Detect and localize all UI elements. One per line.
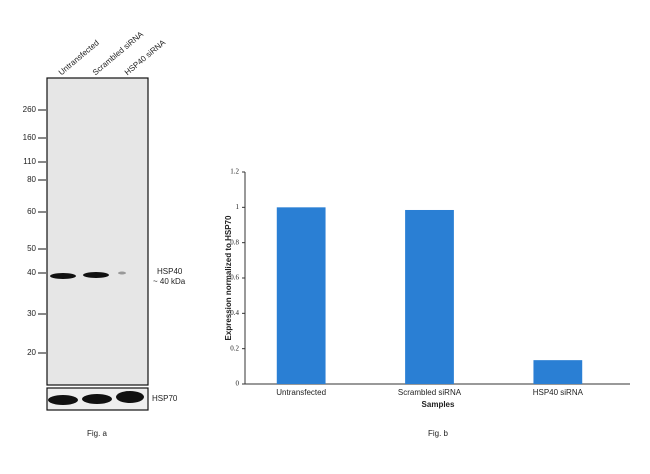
marker-label: 60 [27, 207, 36, 216]
bar [276, 207, 326, 384]
marker-label: 30 [27, 309, 36, 318]
marker-label: 40 [27, 268, 36, 277]
marker-label: 80 [27, 175, 36, 184]
loading-band [48, 395, 78, 405]
x-tick-label: Untransfected [276, 388, 326, 397]
band [50, 273, 76, 279]
blot-panel [46, 77, 149, 386]
band-size: ~ 40 kDa [153, 277, 186, 286]
bar [533, 360, 583, 384]
marker-label: 110 [23, 157, 36, 166]
caption: Fig. b [428, 429, 449, 438]
marker-label: 50 [27, 244, 36, 253]
y-tick-label: 0.4 [230, 309, 239, 317]
loading-band [82, 394, 112, 404]
y-tick-label: 0.2 [230, 344, 239, 352]
y-tick-label: 1.2 [230, 168, 239, 176]
band-label: HSP40 [157, 267, 183, 276]
y-tick-label: 1 [236, 203, 240, 211]
y-tick-label: 0.8 [230, 238, 239, 246]
lane-label: Scrambled siRNA [91, 29, 146, 77]
x-tick-label: HSP40 siRNA [533, 388, 584, 397]
loading-label: HSP70 [152, 394, 178, 403]
marker-label: 20 [27, 348, 36, 357]
band [83, 272, 109, 278]
marker-label: 260 [23, 105, 37, 114]
y-tick-label: 0 [236, 380, 240, 388]
x-axis-title: Samples [422, 400, 455, 409]
marker-label: 160 [23, 133, 37, 142]
loading-band [116, 391, 144, 403]
y-tick-label: 0.6 [230, 274, 239, 282]
band [118, 271, 126, 275]
caption: Fig. a [87, 429, 108, 438]
x-tick-label: Scrambled siRNA [398, 388, 462, 397]
y-axis-title: Expression normalized to HSP70 [224, 215, 233, 340]
bar [405, 209, 454, 384]
